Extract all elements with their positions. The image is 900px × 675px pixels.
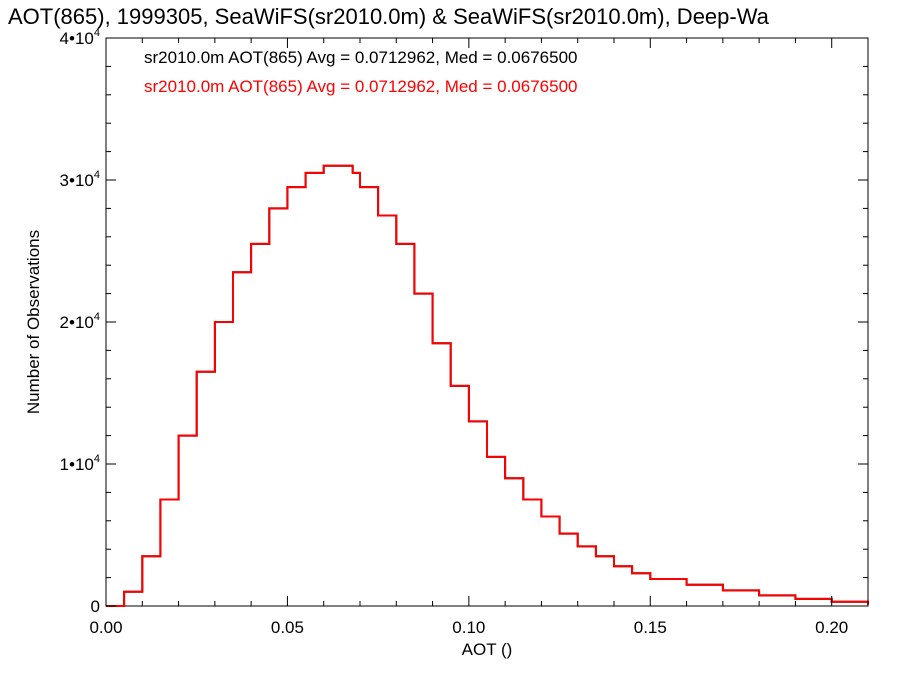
x-axis-ticks: 0.00 0.05 0.10 0.15 0.20 bbox=[89, 38, 869, 637]
y-tick-label: 0 bbox=[91, 597, 100, 616]
x-tick-label: 0.05 bbox=[271, 618, 304, 637]
y-tick-label: 3•104 bbox=[60, 169, 100, 190]
series-line-0 bbox=[106, 164, 869, 607]
x-tick-label: 0.00 bbox=[89, 618, 122, 637]
y-axis-ticks: 0 1•104 2•104 3•104 4•104 bbox=[60, 27, 868, 616]
y-tick-label: 1•104 bbox=[60, 453, 100, 474]
series-line-1 bbox=[106, 164, 869, 607]
y-tick-label: 4•104 bbox=[60, 27, 100, 48]
x-tick-label: 0.20 bbox=[815, 618, 848, 637]
x-axis-label: AOT () bbox=[462, 640, 513, 659]
x-tick-label: 0.15 bbox=[634, 618, 667, 637]
x-tick-label: 0.10 bbox=[452, 618, 485, 637]
legend-entry-black: sr2010.0m AOT(865) Avg = 0.0712962, Med … bbox=[144, 48, 578, 67]
legend-entry-red: sr2010.0m AOT(865) Avg = 0.0712962, Med … bbox=[144, 77, 578, 96]
chart-title: AOT(865), 1999305, SeaWiFS(sr2010.0m) & … bbox=[8, 4, 770, 29]
y-tick-label: 2•104 bbox=[60, 311, 100, 332]
y-axis-label: Number of Observations bbox=[24, 230, 43, 414]
series-layer bbox=[106, 164, 869, 607]
